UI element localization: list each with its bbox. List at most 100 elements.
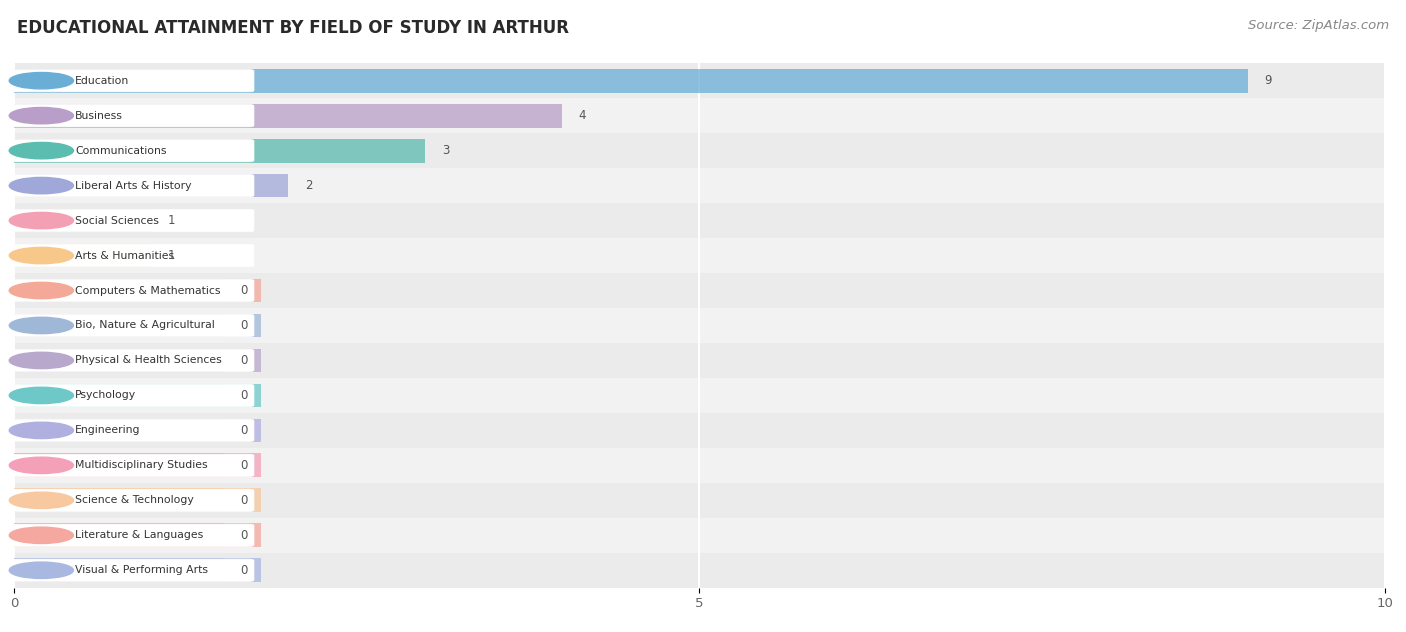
Circle shape <box>10 422 73 439</box>
Bar <box>14 209 152 233</box>
Circle shape <box>10 492 73 509</box>
FancyBboxPatch shape <box>8 454 254 477</box>
Bar <box>14 523 224 547</box>
Text: Source: ZipAtlas.com: Source: ZipAtlas.com <box>1249 19 1389 32</box>
Bar <box>14 279 262 302</box>
Circle shape <box>10 562 73 578</box>
Bar <box>14 523 262 547</box>
Text: 1: 1 <box>167 214 176 227</box>
Circle shape <box>10 142 73 159</box>
Text: EDUCATIONAL ATTAINMENT BY FIELD OF STUDY IN ARTHUR: EDUCATIONAL ATTAINMENT BY FIELD OF STUDY… <box>17 19 569 37</box>
Text: Science & Technology: Science & Technology <box>75 495 194 506</box>
Bar <box>14 133 1385 168</box>
Text: Education: Education <box>75 76 129 86</box>
Bar <box>14 203 1385 238</box>
Text: Psychology: Psychology <box>75 391 136 401</box>
Bar <box>14 454 224 477</box>
Text: 0: 0 <box>240 319 247 332</box>
FancyBboxPatch shape <box>8 489 254 511</box>
Bar <box>14 489 224 512</box>
Text: Communications: Communications <box>75 145 166 155</box>
Text: 0: 0 <box>240 424 247 437</box>
Text: 0: 0 <box>240 389 247 402</box>
Bar <box>14 349 262 372</box>
Bar <box>14 418 262 442</box>
Text: Visual & Performing Arts: Visual & Performing Arts <box>75 565 208 575</box>
Text: 0: 0 <box>240 284 247 297</box>
Bar <box>14 413 1385 448</box>
Text: 9: 9 <box>1264 74 1272 87</box>
Bar <box>14 174 288 197</box>
Circle shape <box>10 247 73 264</box>
Text: 0: 0 <box>240 354 247 367</box>
Bar <box>14 553 1385 588</box>
Bar <box>14 559 262 582</box>
Text: Computers & Mathematics: Computers & Mathematics <box>75 286 221 296</box>
Bar <box>14 273 1385 308</box>
Text: 0: 0 <box>240 529 247 542</box>
Text: Liberal Arts & History: Liberal Arts & History <box>75 181 191 191</box>
Bar <box>14 308 1385 343</box>
Text: Bio, Nature & Agricultural: Bio, Nature & Agricultural <box>75 320 215 331</box>
Text: 0: 0 <box>240 459 247 472</box>
Circle shape <box>10 527 73 544</box>
Bar <box>14 69 1249 92</box>
FancyBboxPatch shape <box>8 104 254 127</box>
Bar <box>14 448 1385 483</box>
FancyBboxPatch shape <box>8 279 254 301</box>
Circle shape <box>10 107 73 124</box>
Bar <box>14 313 224 337</box>
Text: 0: 0 <box>240 564 247 577</box>
Bar <box>14 378 1385 413</box>
Circle shape <box>10 387 73 404</box>
FancyBboxPatch shape <box>8 384 254 406</box>
Circle shape <box>10 317 73 334</box>
Bar <box>14 98 1385 133</box>
FancyBboxPatch shape <box>8 209 254 232</box>
Circle shape <box>10 283 73 299</box>
Bar <box>14 483 1385 518</box>
FancyBboxPatch shape <box>8 140 254 162</box>
Bar <box>14 244 152 267</box>
FancyBboxPatch shape <box>8 559 254 581</box>
Bar <box>14 454 262 477</box>
Text: 0: 0 <box>240 494 247 507</box>
Circle shape <box>10 178 73 194</box>
Text: 1: 1 <box>167 249 176 262</box>
Bar <box>14 279 224 302</box>
Circle shape <box>10 457 73 473</box>
FancyBboxPatch shape <box>8 174 254 197</box>
Bar <box>14 63 1385 98</box>
Text: 3: 3 <box>441 144 449 157</box>
Bar <box>14 384 224 407</box>
FancyBboxPatch shape <box>8 524 254 547</box>
Text: 4: 4 <box>579 109 586 122</box>
Bar <box>14 313 262 337</box>
Bar <box>14 518 1385 553</box>
Text: Physical & Health Sciences: Physical & Health Sciences <box>75 355 222 365</box>
Bar <box>14 343 1385 378</box>
Circle shape <box>10 352 73 368</box>
FancyBboxPatch shape <box>8 419 254 442</box>
Text: Multidisciplinary Studies: Multidisciplinary Studies <box>75 460 208 470</box>
Bar <box>14 418 224 442</box>
Text: Social Sciences: Social Sciences <box>75 216 159 226</box>
Text: Engineering: Engineering <box>75 425 141 435</box>
Bar <box>14 489 262 512</box>
Bar <box>14 104 562 128</box>
Bar <box>14 384 262 407</box>
FancyBboxPatch shape <box>8 349 254 372</box>
Circle shape <box>10 73 73 89</box>
Text: Arts & Humanities: Arts & Humanities <box>75 250 174 260</box>
FancyBboxPatch shape <box>8 70 254 92</box>
Bar <box>14 139 425 162</box>
Text: 2: 2 <box>305 179 312 192</box>
Text: Literature & Languages: Literature & Languages <box>75 530 204 540</box>
Circle shape <box>10 212 73 229</box>
Bar <box>14 168 1385 203</box>
FancyBboxPatch shape <box>8 314 254 337</box>
FancyBboxPatch shape <box>8 245 254 267</box>
Text: Business: Business <box>75 111 122 121</box>
Bar <box>14 238 1385 273</box>
Bar <box>14 559 224 582</box>
